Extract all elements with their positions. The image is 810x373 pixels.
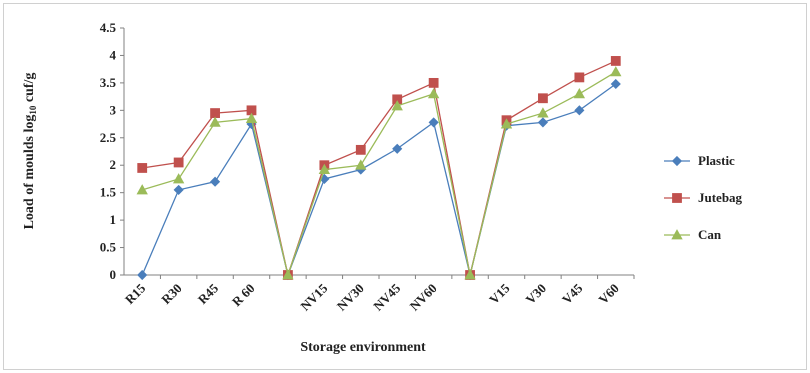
data-point (210, 108, 220, 118)
data-point (355, 159, 367, 170)
series-line (142, 71, 617, 278)
data-point (574, 105, 585, 116)
data-point (428, 77, 439, 88)
legend-label: Jutebag (698, 190, 743, 205)
data-point (173, 184, 184, 195)
data-point (173, 157, 184, 168)
data-point (537, 117, 548, 128)
data-point (282, 269, 294, 280)
x-tick-label: V15 (486, 280, 513, 307)
data-point (136, 184, 148, 195)
data-point (245, 112, 258, 123)
data-point (672, 193, 682, 203)
x-tick-label: V60 (595, 281, 621, 307)
x-tick-label: R45 (195, 280, 222, 307)
y-axis-title-unit: cuf/g (22, 73, 37, 106)
legend-item-plastic: Plastic (664, 153, 735, 168)
data-point (610, 78, 621, 90)
x-tick-label: R15 (122, 280, 149, 307)
chart-frame: 0 0.5 1 1.5 2 2.5 3 3.5 4 4.5 R15 R30 R45 R 60 NV15 NV… (3, 3, 807, 370)
data-point (427, 88, 440, 99)
x-tick-labels: R15 R30 R45 R 60 NV15 NV30 NV45 NV60 V15 V30 V45 V6… (122, 280, 622, 313)
data-point (538, 93, 548, 104)
data-point (172, 173, 185, 184)
series-lines (136, 56, 622, 281)
y-axis-title-main: Load of moulds log (22, 115, 37, 230)
data-point (392, 143, 403, 154)
x-tick-label: V30 (523, 281, 549, 307)
data-point (355, 144, 366, 155)
y-tick-label: 4.5 (100, 20, 117, 35)
y-tick-label: 3 (110, 102, 117, 117)
y-tick-label: 1.5 (100, 185, 117, 200)
legend-label: Plastic (698, 153, 735, 168)
y-tick-label: 2.5 (100, 130, 117, 145)
x-tick-label: NV45 (370, 280, 403, 313)
y-tick-label: 0 (110, 267, 117, 282)
y-axis-title: Load of moulds log10 cuf/g (22, 73, 38, 230)
data-point (391, 100, 403, 111)
x-tick-label: NV30 (334, 281, 367, 314)
y-tick-label: 4 (110, 47, 117, 62)
data-point (610, 56, 621, 66)
series-plastic (137, 78, 621, 281)
axes (120, 27, 635, 279)
x-axis-title: Storage environment (300, 340, 426, 355)
y-tick-labels: 0 0.5 1 1.5 2 2.5 3 3.5 4 4.5 (100, 20, 117, 282)
x-tick-label: NV60 (407, 281, 440, 314)
legend-label: Can (698, 227, 722, 242)
line-chart: 00.511.522.533.544.5 R15 R30 R45 R 60 NV15 NV… (22, 20, 743, 355)
series-can (136, 66, 622, 280)
data-point (573, 88, 586, 99)
data-point (137, 269, 148, 281)
data-point (137, 163, 148, 173)
series-line (141, 83, 617, 278)
series-jutebag (137, 56, 621, 280)
y-axis-title-subscript: 10 (28, 105, 38, 115)
legend-item-can: Can (664, 227, 722, 242)
data-point (464, 269, 476, 280)
data-point (500, 118, 513, 129)
x-tick-label: V45 (559, 280, 586, 307)
data-point (210, 176, 221, 187)
series-line (142, 60, 617, 278)
y-tick-label: 2 (110, 157, 117, 172)
y-tick-label: 1 (110, 212, 117, 227)
data-point (318, 163, 331, 175)
data-point (610, 66, 622, 77)
data-point (428, 117, 439, 128)
x-tick-label: R30 (158, 281, 184, 307)
data-point (671, 229, 683, 240)
data-point (537, 107, 549, 118)
x-tick-label: R 60 (229, 281, 258, 310)
legend-item-jutebag: Jutebag (664, 190, 743, 205)
data-point (209, 116, 221, 127)
y-tick-label: 0.5 (100, 240, 117, 255)
y-tick-label: 3.5 (100, 75, 117, 90)
data-point (671, 155, 683, 167)
legend: Plastic Jutebag Can (664, 153, 743, 242)
x-tick-label: NV15 (297, 280, 330, 313)
data-point (574, 72, 585, 83)
